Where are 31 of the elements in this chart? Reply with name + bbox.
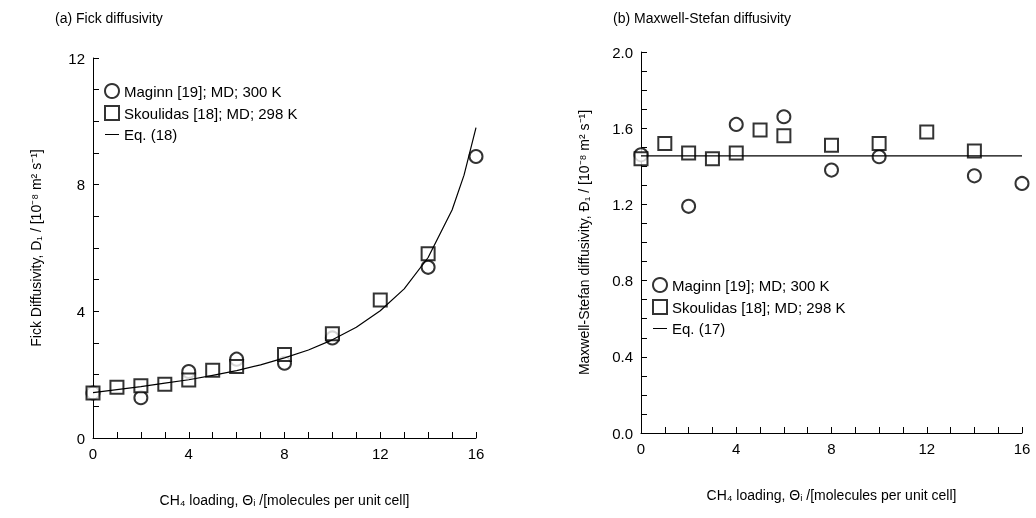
y-axis-title: Fick Diffusivity, D₁ / [10⁻⁸ m² s⁻¹] — [28, 149, 44, 347]
chart-title: (a) Fick diffusivity — [55, 10, 163, 26]
x-tick-label: 8 — [827, 440, 836, 457]
x-tick-label: 12 — [918, 440, 936, 457]
legend-label: Maginn [19]; MD; 300 K — [672, 276, 830, 294]
x-tick-label: 8 — [280, 445, 289, 462]
x-tick-label: 12 — [371, 445, 389, 462]
y-tick-label: 1.2 — [612, 195, 633, 213]
y-tick-label: 0.4 — [612, 348, 633, 366]
legend-label: Skoulidas [18]; MD; 298 K — [672, 298, 846, 316]
legend-label: Skoulidas [18]; MD; 298 K — [124, 104, 298, 122]
legend-label: Eq. (18) — [124, 126, 178, 143]
y-tick-label: 0.8 — [612, 272, 633, 290]
x-tick-label: 0 — [88, 445, 98, 462]
y-axis-title: Maxwell-Stefan diffusivity, Đ₁ / [10⁻⁸ m² s⁻¹] — [576, 109, 592, 376]
y-tick-label: 1.6 — [612, 119, 633, 137]
x-tick-label: 16 — [1013, 440, 1031, 457]
x-axis-title: CH₄ loading, Θᵢ /[molecules per unit cell] — [159, 492, 410, 508]
x-tick-label: 16 — [467, 445, 485, 462]
y-tick-label: 8 — [76, 176, 85, 194]
x-axis-title: CH₄ loading, Θᵢ /[molecules per unit cell] — [706, 487, 957, 503]
legend-label: Maginn [19]; MD; 300 K — [124, 82, 282, 100]
y-tick-label: 0.0 — [612, 424, 633, 442]
x-tick-label: 0 — [636, 440, 646, 457]
y-tick-label: 12 — [68, 49, 85, 67]
y-tick-label: 4 — [76, 302, 85, 320]
x-tick-label: 4 — [732, 440, 741, 457]
y-tick-label: 2.0 — [612, 43, 633, 61]
chart-title: (b) Maxwell-Stefan diffusivity — [613, 10, 791, 26]
legend-label: Eq. (17) — [672, 320, 726, 337]
x-tick-label: 4 — [184, 445, 193, 462]
